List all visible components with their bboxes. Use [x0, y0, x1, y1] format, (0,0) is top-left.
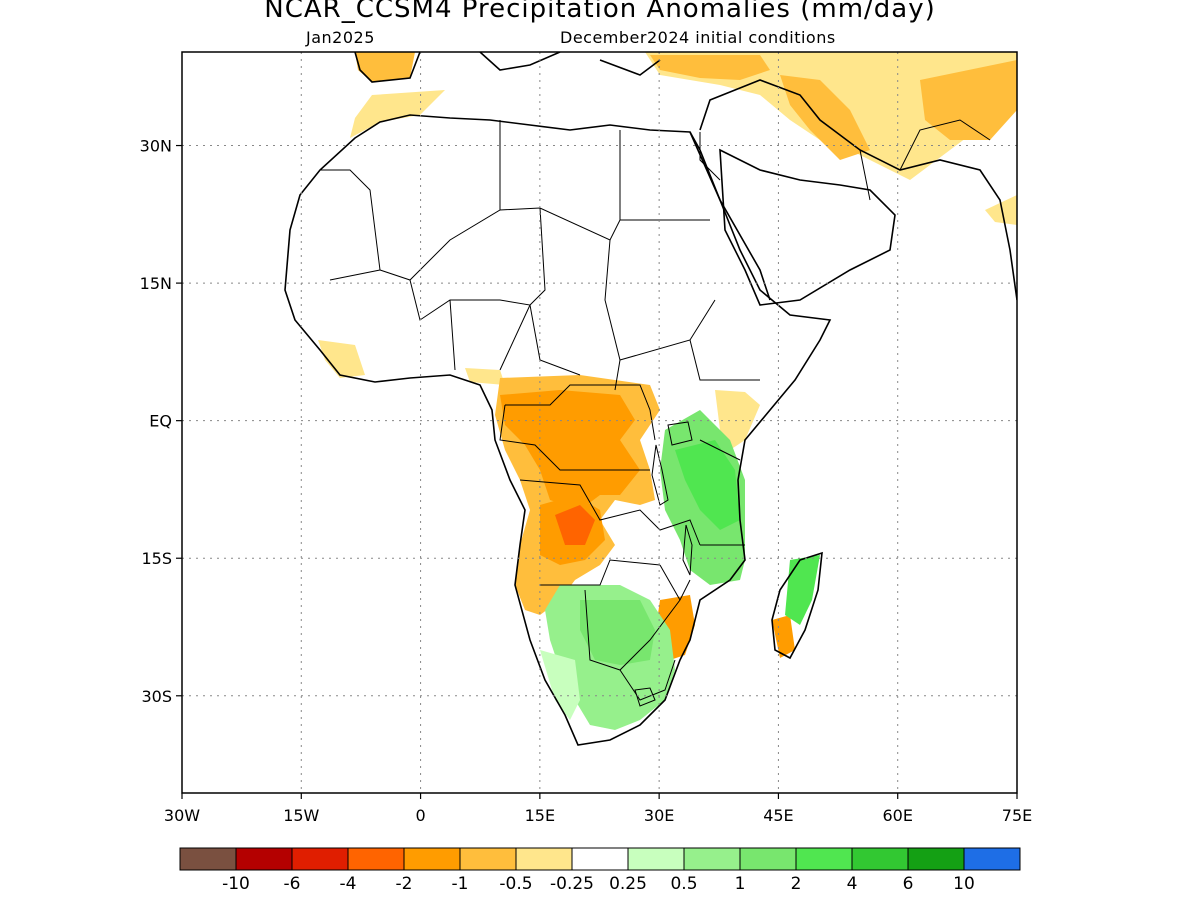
colorbar-swatch: [739, 847, 797, 871]
anomaly-region-afghanistan: [920, 60, 1017, 140]
colorbar-swatch: [235, 847, 293, 871]
colorbar-label: -4: [340, 874, 357, 894]
colorbar-label: -2: [396, 874, 413, 894]
colorbar-swatch: [851, 847, 909, 871]
lake-victoria-outline: [667, 421, 693, 446]
colorbar-label: 0.25: [609, 874, 647, 894]
lake-malawi-outline: [682, 524, 693, 576]
colorbar-swatch: [291, 847, 349, 871]
longitude-tick-label: 30E: [644, 806, 674, 825]
latitude-tick-label: 30S: [141, 687, 172, 706]
arabia-coastline: [719, 148, 896, 306]
longitude-tick-label: 15E: [525, 806, 555, 825]
colorbar-swatch: [179, 847, 237, 871]
latitude-tick-label: 15N: [140, 274, 172, 293]
anomaly-region-angola-max: [555, 505, 595, 545]
anomaly-region-south-africa-edge: [540, 650, 580, 720]
anomaly-region-east-africa-dry: [715, 390, 760, 450]
colorbar-label: 6: [903, 874, 914, 894]
anomaly-region-iran: [780, 75, 870, 160]
longitude-tick-label: 30W: [164, 806, 200, 825]
colorbar-swatch: [403, 847, 461, 871]
lesotho-outline: [634, 687, 656, 707]
colorbar-swatch: [515, 847, 573, 871]
latitude-tick-label: 15S: [141, 549, 172, 568]
colorbar-label: 4: [847, 874, 858, 894]
map-title: NCAR_CCSM4 Precipitation Anomalies (mm/d…: [264, 0, 936, 24]
red-sea-line: [689, 131, 771, 301]
colorbar-label: -10: [222, 874, 250, 894]
lake-tanganyika-outline: [651, 444, 669, 506]
anomaly-region-morocco: [350, 90, 445, 138]
anomaly-region-madagascar-wet: [785, 555, 820, 625]
anomaly-region-madagascar-dry: [772, 615, 795, 658]
longitude-tick-label: 60E: [882, 806, 912, 825]
country-borders: [320, 119, 991, 707]
anomaly-region-north-africa-coast: [355, 52, 415, 82]
longitude-tick-label: 0: [415, 806, 425, 825]
graticule: [182, 52, 1017, 793]
valid-month-label: Jan2025: [306, 28, 375, 47]
latitude-axis: 30N 15N EQ 15S 30S: [140, 137, 182, 706]
longitude-tick-label: 75E: [1002, 806, 1032, 825]
init-conditions-label: December2024 initial conditions: [560, 28, 836, 47]
colorbar-swatch: [907, 847, 965, 871]
coastlines: [284, 52, 1017, 746]
europe-coastline: [354, 52, 661, 83]
anomaly-region-arabian-coast: [985, 195, 1017, 225]
colorbar-swatch: [795, 847, 853, 871]
colorbar-label: 1: [735, 874, 746, 894]
colorbar-swatch: [459, 847, 517, 871]
colorbar-label: -0.25: [550, 874, 594, 894]
africa-coastline: [284, 114, 832, 746]
latitude-tick-label: 30N: [140, 137, 172, 156]
colorbar-label: -1: [452, 874, 469, 894]
colorbar: -10 -6 -4 -2 -1 -0.5 -0.25 0.25 0.5 1 2 4 6 10: [179, 847, 1021, 894]
colorbar-label: 10: [953, 874, 975, 894]
middle-east-coastline: [699, 79, 1017, 301]
madagascar-coastline: [771, 551, 823, 660]
anomaly-region-botswana-wet: [580, 600, 655, 665]
anomaly-region-gulf-guinea: [465, 368, 505, 385]
colorbar-swatch: [571, 847, 629, 871]
longitude-tick-label: 45E: [763, 806, 793, 825]
longitude-tick-label: 15W: [283, 806, 319, 825]
colorbar-label: 2: [791, 874, 802, 894]
anomaly-region-turkey: [650, 55, 770, 80]
longitude-axis: 30W 15W 0 15E 30E 45E 60E 75E: [164, 793, 1032, 825]
colorbar-swatch: [627, 847, 685, 871]
plot-frame: [181, 51, 1018, 794]
anomaly-region-west-africa-coast: [318, 340, 365, 378]
anomaly-shading: [318, 52, 1017, 730]
colorbar-swatch: [347, 847, 405, 871]
latitude-tick-label: EQ: [149, 412, 172, 431]
anomaly-region-tanzania-wet: [675, 440, 740, 530]
colorbar-swatch: [963, 847, 1021, 871]
colorbar-swatch: [683, 847, 741, 871]
anomaly-region-congo-core: [500, 390, 640, 510]
colorbar-label: 0.5: [670, 874, 697, 894]
colorbar-label: -6: [284, 874, 301, 894]
colorbar-label: -0.5: [499, 874, 532, 894]
